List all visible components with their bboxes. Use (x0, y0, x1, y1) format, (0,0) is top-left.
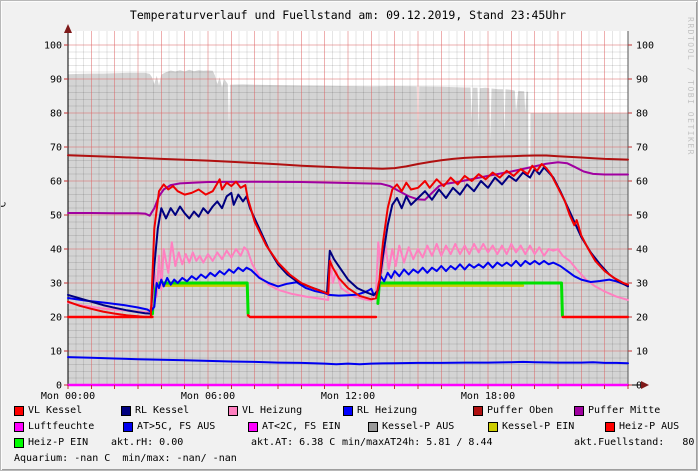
legend-swatch (121, 405, 131, 416)
y-tick-label-left: 20 (50, 313, 62, 324)
series-heiz-p-aus (246, 314, 378, 319)
legend-label: RL Heizung (357, 405, 418, 416)
legend-item-aquarium-nan-c-min-max-nan-nan: Aquarium: -nan C min/max: -nan/ -nan (14, 453, 237, 464)
y-tick-label-right: 90 (636, 75, 648, 86)
legend-item-kessel-p-aus: Kessel-P AUS (368, 421, 454, 432)
y-tick-label-right: 60 (636, 177, 648, 188)
y-tick-label-left: 10 (50, 347, 62, 358)
legend-swatch (605, 421, 615, 432)
legend-label: akt.rH: 0.00 (111, 437, 184, 448)
y-tick-label-left: 70 (50, 143, 62, 154)
y-tick-label-left: 80 (50, 109, 62, 120)
legend-label: Heiz-P AUS (619, 421, 680, 432)
series-vl-heizung (67, 241, 629, 314)
series-vl-kessel (67, 163, 629, 318)
y-tick-label-left: 0 (56, 381, 62, 392)
legend-label: Puffer Mitte (588, 405, 661, 416)
y-tick-label-left: 60 (50, 177, 62, 188)
axis-labels: 0 0 10 10 20 20 30 30 40 40 50 50 60 60 70 70 80 80 90 90 10… (41, 41, 654, 402)
y-tick-label-right: 40 (636, 245, 648, 256)
legend-label: akt.Fuellstand: 80 (574, 437, 695, 448)
legend-label: Aquarium: -nan C min/max: -nan/ -nan (14, 453, 237, 464)
legend-swatch (14, 437, 24, 448)
series-heiz-p-ein (376, 281, 564, 317)
legend-item-luftfeuchte: Luftfeuchte (14, 421, 94, 432)
legend-swatch (14, 421, 24, 432)
legend-swatch (14, 405, 24, 416)
legend-item-akt-at-6-38-c: akt.AT: 6.38 C (251, 437, 335, 448)
legend-item-at-5c-fs-aus: AT>5C, FS AUS (123, 421, 215, 432)
y-tick-label-right: 70 (636, 143, 648, 154)
x-axis-arrow (641, 381, 649, 389)
legend-item-min-maxat24h-5-81-8-44: min/maxAT24h: 5.81 / 8.44 (342, 437, 493, 448)
legend-item-vl-heizung: VL Heizung (228, 405, 302, 416)
legend-item-at-2c-fs-ein: AT<2C, FS EIN (248, 421, 340, 432)
x-tick-label: Mon 06:00 (181, 391, 235, 401)
y-tick-label-left: 90 (50, 75, 62, 86)
legend-label: VL Kessel (28, 405, 83, 416)
series-rl-kessel (67, 166, 629, 315)
legend-item-rl-heizung: RL Heizung (343, 405, 417, 416)
legend-label: akt.AT: 6.38 C (251, 437, 336, 448)
rrdtool-watermark: RRDTOOL / TOBI OETIKER (686, 17, 695, 156)
series-puffer-oben (67, 154, 629, 170)
y-tick-label-right: 20 (636, 313, 648, 324)
y-tick-label-left: 30 (50, 279, 62, 290)
legend-item-heiz-p-ein: Heiz-P EIN (14, 437, 88, 448)
legend-swatch (488, 421, 498, 432)
legend-label: min/maxAT24h: 5.81 / 8.44 (342, 437, 493, 448)
series-puffer-mitte (67, 161, 629, 217)
x-tick-label: Mon 18:00 (461, 391, 515, 401)
y-axis-arrow (64, 24, 72, 33)
legend-swatch (574, 405, 584, 416)
legend-item-heiz-p-aus: Heiz-P AUS (605, 421, 679, 432)
legend-label: VL Heizung (242, 405, 303, 416)
legend-swatch (248, 421, 258, 432)
legend-item-vl-kessel: VL Kessel (14, 405, 82, 416)
legend-label: Luftfeuchte (28, 421, 95, 432)
legend-label: Heiz-P EIN (28, 437, 89, 448)
y-tick-label-right: 10 (636, 347, 648, 358)
y-tick-label-right: 0 (636, 381, 642, 392)
legend-label: AT<2C, FS EIN (262, 421, 341, 432)
legend-label: Kessel-P AUS (382, 421, 455, 432)
legend-swatch (368, 421, 378, 432)
y-tick-label-right: 80 (636, 109, 648, 120)
legend-item-puffer-mitte: Puffer Mitte (574, 405, 660, 416)
legend-swatch (343, 405, 353, 416)
y-tick-label-right: 100 (636, 41, 654, 52)
legend-label: Kessel-P EIN (502, 421, 575, 432)
legend-label: Puffer Oben (487, 405, 554, 416)
legend-swatch (228, 405, 238, 416)
y-tick-label-left: 50 (50, 211, 62, 222)
y-tick-label-right: 50 (636, 211, 648, 222)
chart-canvas: 0 0 10 10 20 20 30 30 40 40 50 50 60 60 70 70 80 80 90 90 10… (41, 24, 654, 402)
legend-item-puffer-oben: Puffer Oben (473, 405, 553, 416)
series-at-5c-fs-aus (67, 356, 629, 366)
legend-item-akt-rh-0-00: akt.rH: 0.00 (111, 437, 183, 448)
legend-label: RL Kessel (135, 405, 190, 416)
chart-title: Temperaturverlauf und Fuellstand am: 09.… (129, 8, 567, 22)
x-tick-label: Mon 12:00 (321, 391, 375, 401)
axis-ticks (64, 44, 632, 389)
y-tick-label-left: 100 (44, 41, 62, 52)
y-tick-label-right: 30 (636, 279, 648, 290)
x-tick-label: Mon 00:00 (41, 391, 95, 401)
legend-item-rl-kessel: RL Kessel (121, 405, 189, 416)
legend-swatch (123, 421, 133, 432)
legend-label: AT>5C, FS AUS (137, 421, 216, 432)
y-tick-label-left: 40 (50, 245, 62, 256)
legend-swatch (473, 405, 483, 416)
legend-item-kessel-p-ein: Kessel-P EIN (488, 421, 574, 432)
legend-item-akt-fuellstand-80: akt.Fuellstand: 80 (574, 437, 694, 448)
